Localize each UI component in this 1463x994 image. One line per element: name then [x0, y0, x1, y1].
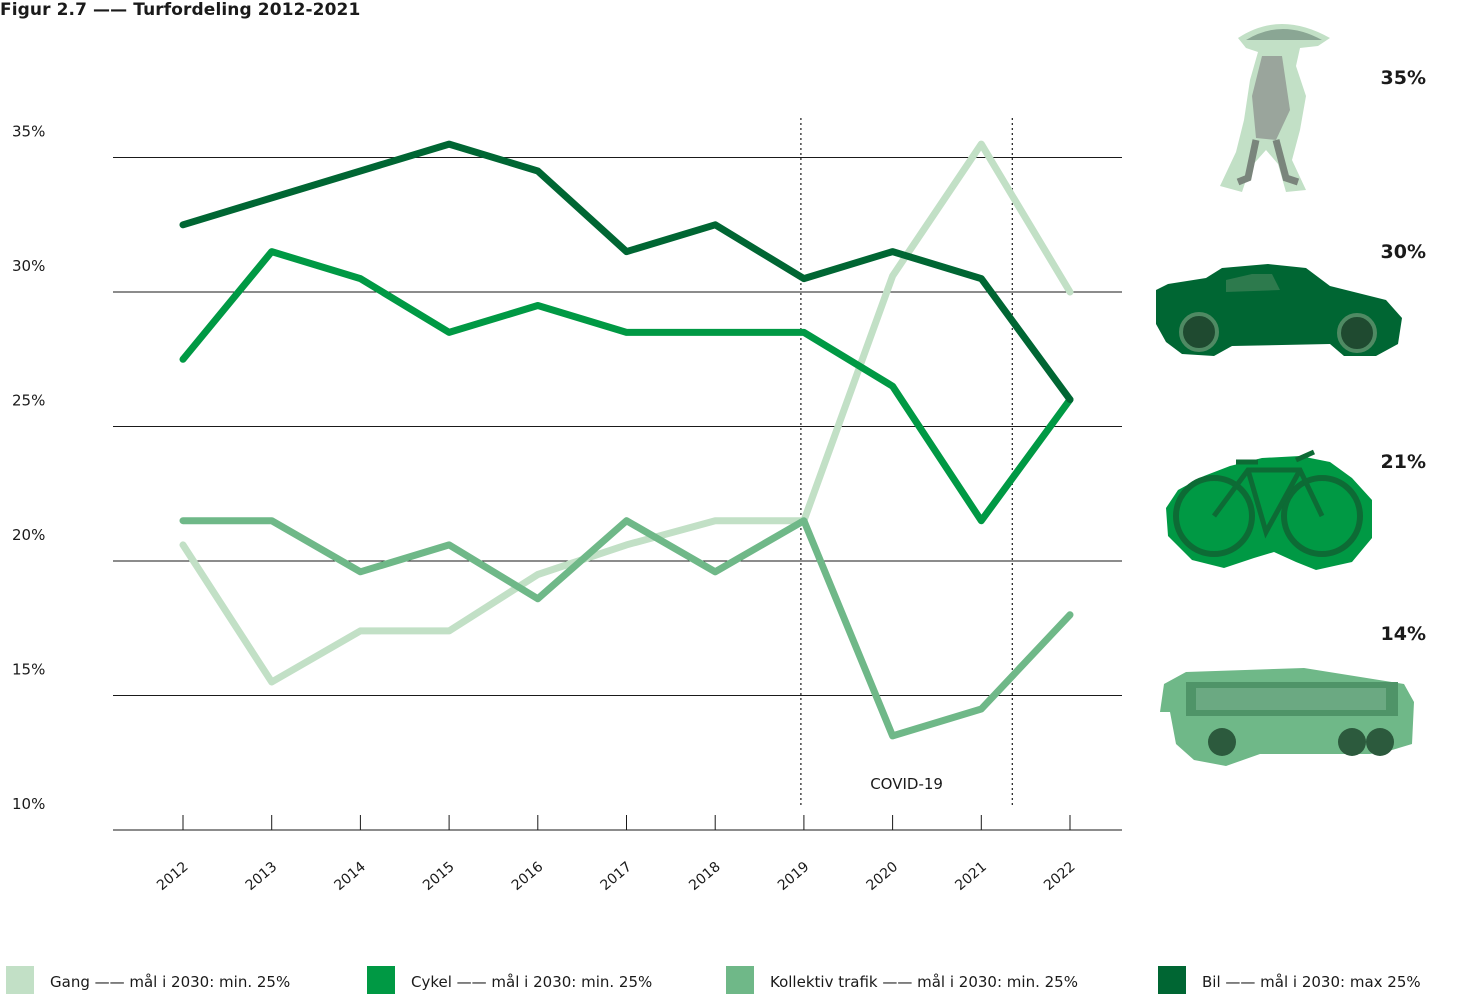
x-tick-label: 2018 [686, 859, 724, 894]
legend-swatch-bil [1158, 966, 1186, 994]
series-line-cykel [179, 248, 1074, 525]
x-tick-label: 2012 [154, 859, 192, 894]
x-tick-label: 2016 [509, 859, 547, 894]
y-tick-label: 20% [12, 526, 45, 544]
legend: Gang —— mål i 2030: min. 25% Cykel —— må… [0, 964, 1463, 994]
y-tick-label: 10% [12, 795, 45, 813]
y-axis-ticks: 10% 15% 20% 25% 30% 35% [12, 123, 45, 814]
legend-label-kollektiv-trafik: Kollektiv trafik —— mål i 2030: min. 25% [770, 973, 1078, 991]
y-tick-label: 30% [12, 257, 45, 275]
side-label-bus: 14% [1381, 623, 1426, 645]
x-tick-label: 2021 [952, 859, 990, 894]
x-tick-label: 2020 [864, 859, 902, 894]
x-axis: 2012 2013 2014 2015 2016 2017 2018 2019 2020 2021… [113, 815, 1122, 894]
x-tick-label: 2019 [775, 859, 813, 894]
bicycle-icon [1166, 449, 1372, 570]
legend-swatch-kollektiv-trafik [726, 966, 754, 994]
legend-label-bil: Bil —— mål i 2030: max 25% [1202, 973, 1421, 991]
x-tick-label: 2014 [331, 859, 369, 894]
y-tick-label: 35% [12, 123, 45, 141]
y-tick-label: 15% [12, 661, 45, 679]
legend-swatch-gang [6, 966, 34, 994]
x-tick-label: 2015 [420, 859, 458, 894]
legend-label-cykel: Cykel —— mål i 2030: min. 25% [411, 973, 653, 991]
chart-title: Figur 2.7 —— Turfordeling 2012-2021 [0, 0, 361, 20]
covid-annotation: COVID-19 [800, 118, 1013, 808]
series-line-bil [179, 140, 1074, 404]
series-lines [179, 140, 1074, 740]
x-tick-label: 2022 [1041, 859, 1079, 894]
line-chart: COVID-19 10% 15% 20% 25% 30% 35% 2012 2013 2014… [12, 24, 1426, 894]
bus-icon [1160, 668, 1414, 766]
x-tick-label: 2013 [243, 859, 281, 894]
side-percent-labels: 35% 30% 21% 14% [1381, 67, 1426, 645]
x-tick-label: 2017 [597, 859, 635, 894]
car-icon [1156, 264, 1402, 356]
legend-label-gang: Gang —— mål i 2030: min. 25% [50, 973, 291, 991]
y-tick-label: 25% [12, 392, 45, 410]
covid-label: COVID-19 [870, 775, 943, 793]
side-label-car: 30% [1381, 241, 1426, 263]
series-line-kollektiv [179, 517, 1074, 740]
side-label-pedestrian-umbrella: 35% [1381, 67, 1426, 89]
series-line-gang [179, 140, 1074, 686]
pedestrian-umbrella-icon [1220, 24, 1330, 192]
side-icons [1156, 24, 1414, 766]
legend-swatch-cykel [367, 966, 395, 994]
side-label-bicycle: 21% [1381, 451, 1426, 473]
